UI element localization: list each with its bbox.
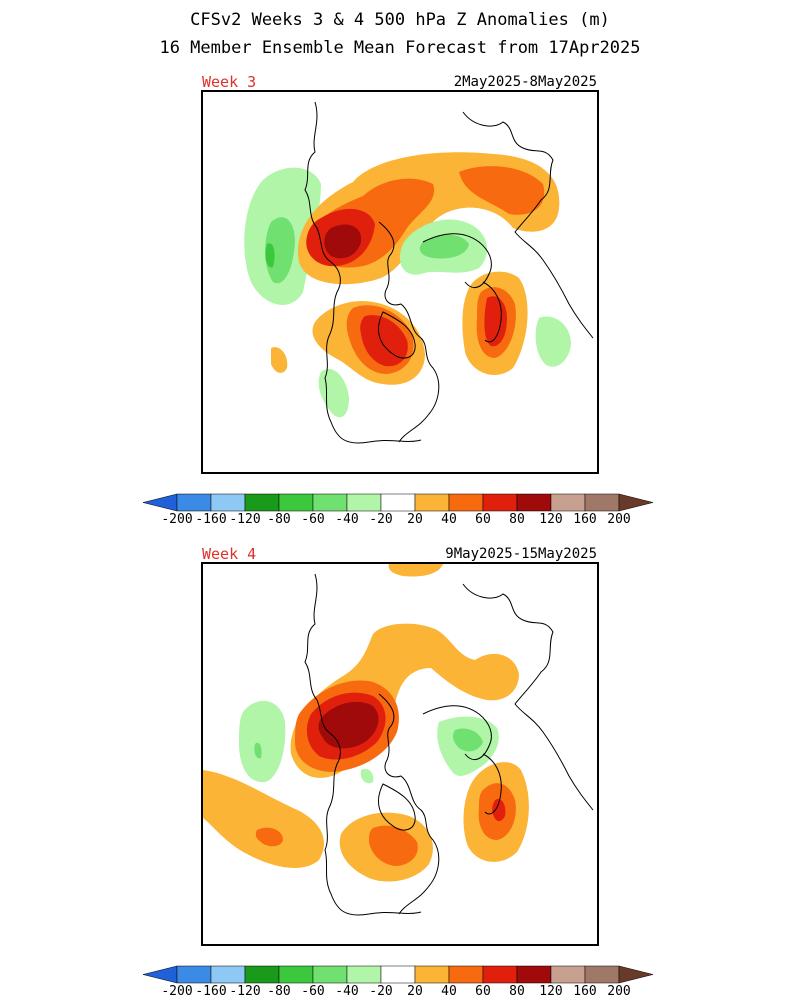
colorbar-tick-label: 200	[607, 984, 631, 999]
colorbar-swatch	[584, 965, 620, 984]
colorbar-tick-label: 160	[573, 512, 597, 527]
colorbar-swatch	[244, 965, 280, 984]
colorbar-swatch	[448, 965, 484, 984]
colorbar-tick-label: -200	[161, 984, 193, 999]
chart-subtitle: 16 Member Ensemble Mean Forecast from 17…	[159, 38, 641, 58]
colorbar-tick-label: 120	[539, 512, 563, 527]
colorbar-right-arrow	[618, 965, 654, 984]
colorbar-tick-label: -80	[267, 512, 291, 527]
colorbar-tick-label: -120	[229, 984, 261, 999]
colorbar-tick-label: -60	[301, 512, 325, 527]
colorbar-swatch	[176, 965, 212, 984]
colorbar-tick-label: 40	[441, 512, 457, 527]
colorbar-swatch	[312, 965, 348, 984]
colorbar-swatch	[414, 493, 450, 512]
colorbar-tick-label: 120	[539, 984, 563, 999]
panel1-date-range: 2May2025-8May2025	[453, 74, 597, 90]
colorbar-swatch	[278, 965, 314, 984]
colorbar-swatch	[448, 493, 484, 512]
panel1-map-svg	[244, 101, 594, 444]
colorbar-tick-label: -160	[195, 512, 227, 527]
colorbar-tick-label: -200	[161, 512, 193, 527]
panel1-week-label: Week 3	[202, 73, 257, 91]
colorbar-2	[142, 965, 654, 984]
colorbar-swatch	[244, 493, 280, 512]
panel1-anomaly-fields	[244, 152, 571, 418]
panel2-anomaly-fields	[203, 564, 529, 882]
panel2-map	[201, 562, 599, 946]
colorbar-tick-label: 80	[509, 512, 525, 527]
colorbar-tick-label: -120	[229, 512, 261, 527]
colorbar-tick-label: -60	[301, 984, 325, 999]
colorbar-swatch	[380, 493, 416, 512]
colorbar-tick-label: 40	[441, 984, 457, 999]
colorbar-swatch	[346, 493, 382, 512]
colorbar-swatch	[550, 493, 586, 512]
colorbar-tick-label: 60	[475, 984, 491, 999]
colorbar-tick-label: -20	[369, 512, 393, 527]
panel1-coastlines	[304, 101, 594, 444]
colorbar-left-arrow	[142, 965, 178, 984]
colorbar-tick-label: 60	[475, 512, 491, 527]
colorbar-swatch	[516, 965, 552, 984]
colorbar-swatch	[346, 965, 382, 984]
colorbar-tick-label: -160	[195, 984, 227, 999]
panel1-map	[201, 90, 599, 474]
panel2-week-label: Week 4	[202, 545, 257, 563]
panel2-coastlines	[304, 573, 594, 916]
colorbar-swatch	[550, 965, 586, 984]
colorbar-swatch	[482, 493, 518, 512]
colorbar-swatch	[414, 965, 450, 984]
colorbar-tick-label: 20	[407, 512, 423, 527]
colorbar-tick-label: -20	[369, 984, 393, 999]
colorbar-tick-label: -80	[267, 984, 291, 999]
colorbar-tick-label: 20	[407, 984, 423, 999]
colorbar-tick-label: -40	[335, 984, 359, 999]
colorbar-swatch	[278, 493, 314, 512]
colorbar-swatch	[380, 965, 416, 984]
colorbar-swatch	[210, 965, 246, 984]
panel2-date-range: 9May2025-15May2025	[445, 546, 597, 562]
colorbar-swatch	[516, 493, 552, 512]
colorbar-left-arrow	[142, 493, 178, 512]
colorbar-1	[142, 493, 654, 512]
colorbar-right-arrow	[618, 493, 654, 512]
colorbar-swatch	[210, 493, 246, 512]
colorbar-swatch	[482, 965, 518, 984]
colorbar-tick-label: 160	[573, 984, 597, 999]
colorbar-tick-label: 200	[607, 512, 631, 527]
colorbar-swatch	[176, 493, 212, 512]
panel2-map-svg	[203, 564, 594, 916]
colorbar-swatch	[312, 493, 348, 512]
colorbar-tick-label: -40	[335, 512, 359, 527]
chart-title: CFSv2 Weeks 3 & 4 500 hPa Z Anomalies (m…	[190, 10, 610, 30]
colorbar-tick-label: 80	[509, 984, 525, 999]
colorbar-swatch	[584, 493, 620, 512]
